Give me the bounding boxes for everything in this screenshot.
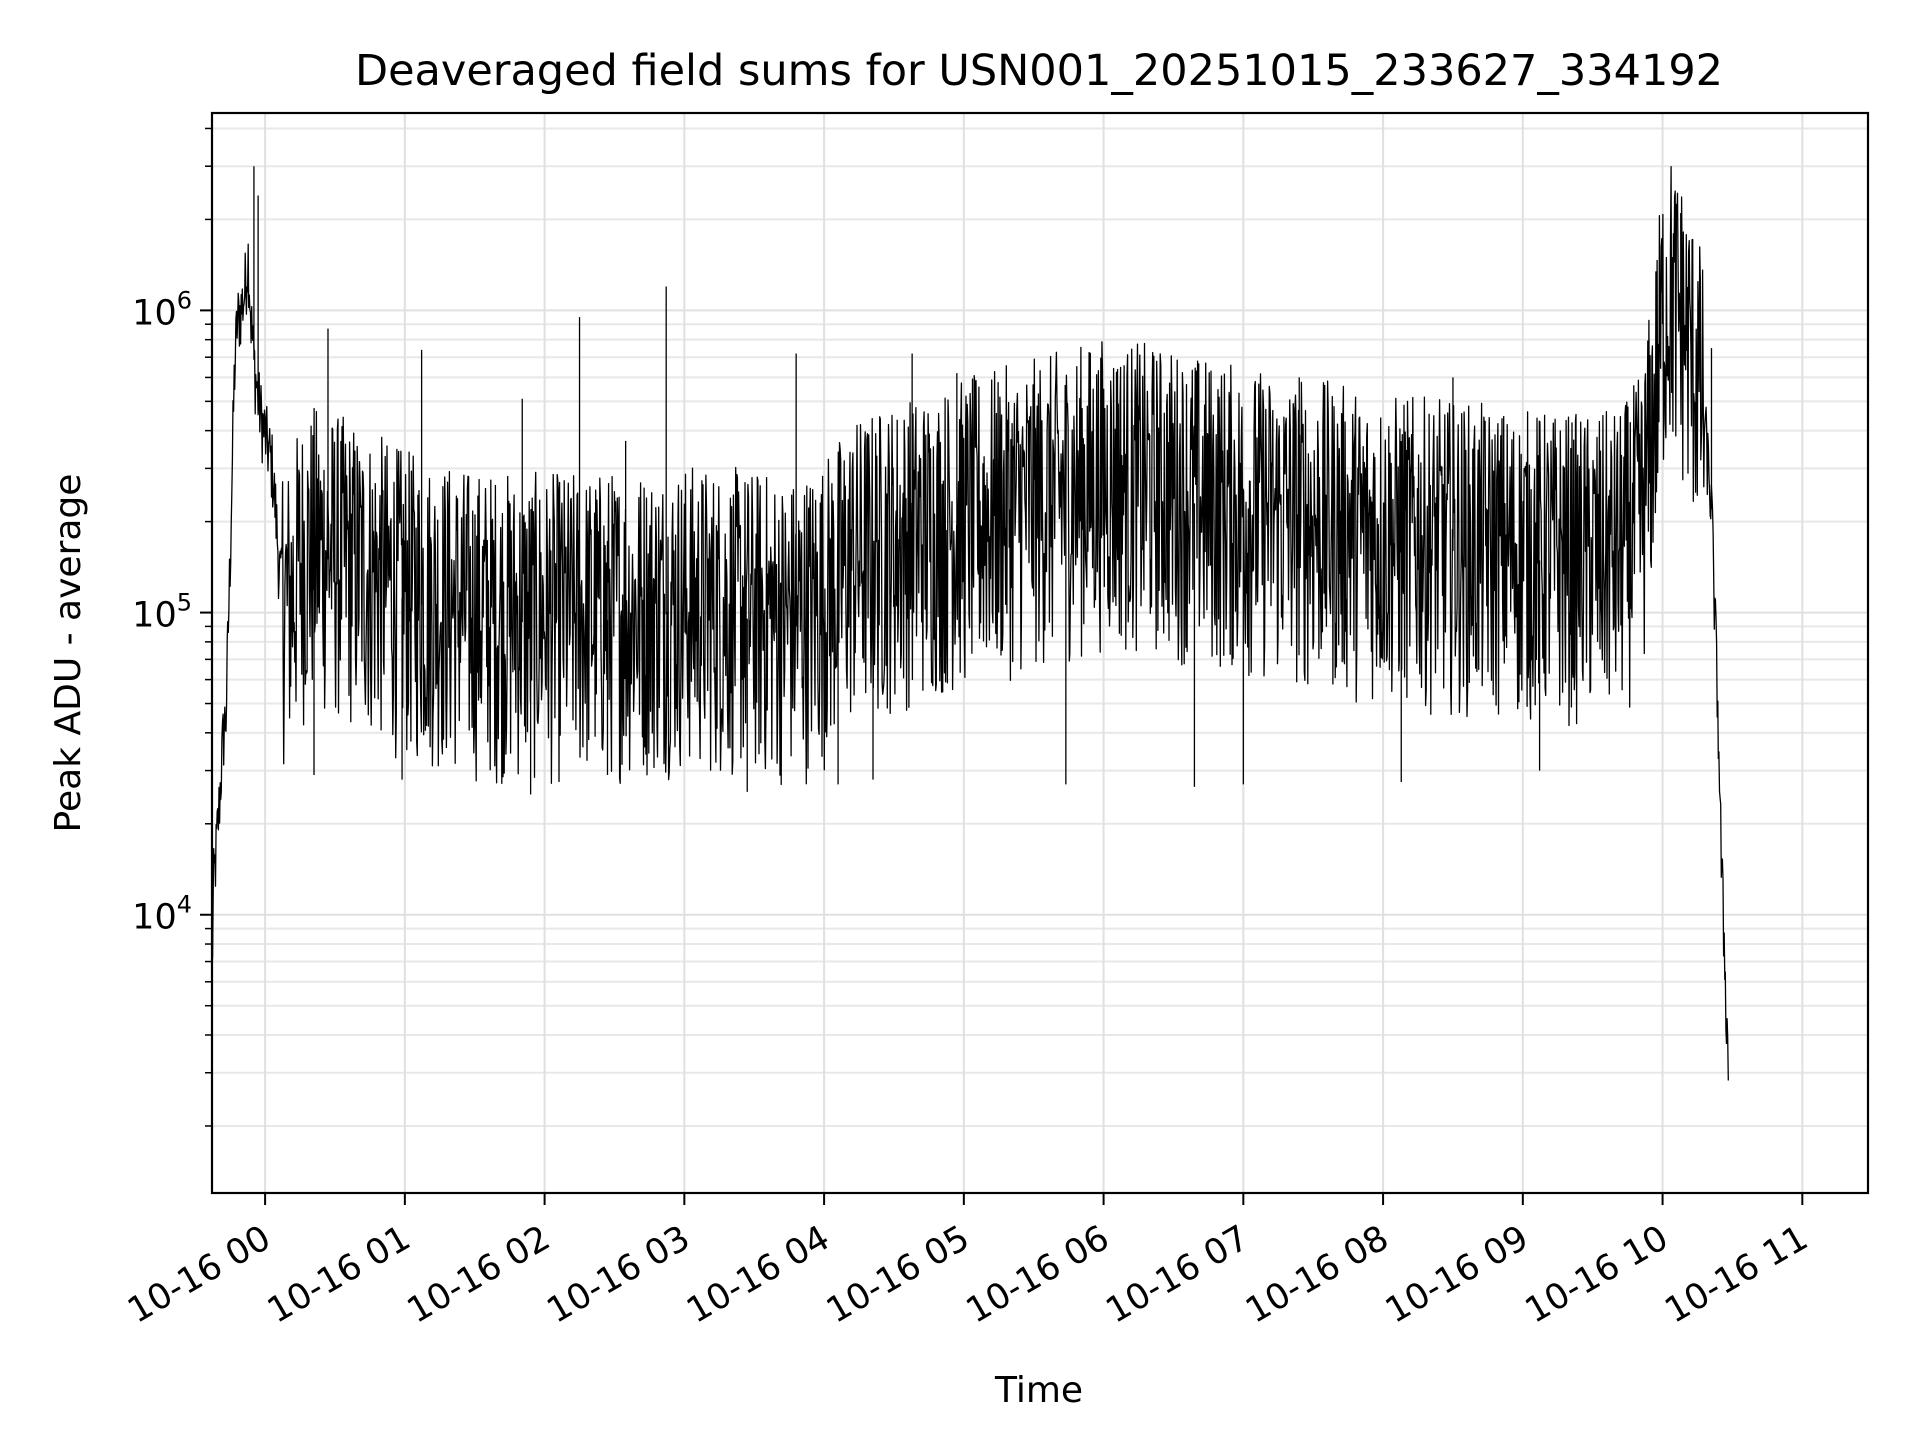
series-layer [211, 165, 1729, 1081]
y-tick-label: 106 [132, 286, 192, 333]
y-tick-label: 104 [132, 891, 192, 938]
y-tick-label: 105 [132, 589, 192, 636]
chart-title: Deaveraged field sums for USN001_2025101… [355, 46, 1723, 96]
y-axis-label: Peak ADU - average [48, 474, 89, 833]
x-axis-label: Time [994, 1370, 1083, 1411]
plot-frame [210, 111, 1870, 1195]
series-line [211, 165, 1729, 1081]
